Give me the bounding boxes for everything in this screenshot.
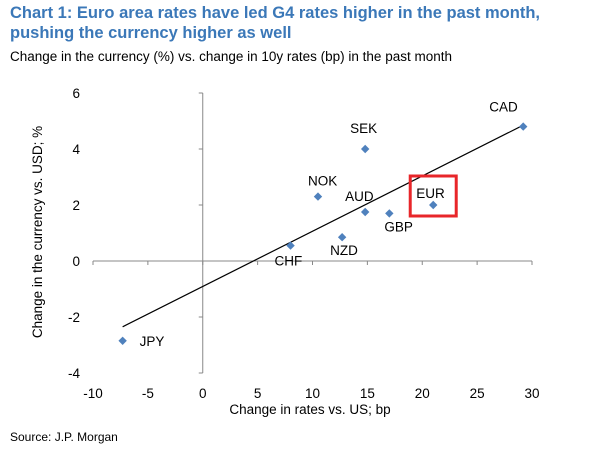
y-axis-label: Change in the currency vs. USD; % (30, 126, 45, 338)
source-note: Source: J.P. Morgan (10, 430, 118, 444)
point-label-gbp: GBP (384, 219, 413, 234)
point-label-chf: CHF (275, 254, 303, 269)
y-tick-label: 0 (72, 254, 80, 269)
x-axis-label: Change in rates vs. US; bp (229, 402, 390, 417)
trendline (122, 124, 524, 328)
chart-title: Chart 1: Euro area rates have led G4 rat… (10, 4, 540, 42)
y-tick-label: 6 (72, 86, 80, 101)
eur-highlight-box (408, 174, 458, 218)
x-tick-label: 0 (199, 386, 207, 401)
point-label-eur: EUR (416, 186, 445, 201)
point-marker-gbp (385, 209, 394, 218)
point-label-nzd: NZD (330, 243, 358, 258)
point-marker-aud (360, 207, 370, 217)
x-tick-label: 30 (524, 386, 539, 401)
point-marker-eur (429, 200, 438, 210)
y-tick-label: -4 (68, 366, 80, 381)
y-tick-label: -2 (68, 310, 80, 325)
x-tick-label: 5 (254, 386, 262, 401)
point-labels: CAD SEK NOK AUD EUR GBP NZD CHF JPY (140, 100, 518, 349)
point-marker-nok (313, 192, 323, 201)
trendline-group (122, 124, 524, 328)
y-tick-label: 2 (72, 198, 80, 213)
point-label-nok: NOK (308, 174, 337, 189)
point-marker-cad (519, 122, 528, 131)
point-marker-nzd (337, 233, 347, 242)
x-tick-label: 15 (360, 386, 375, 401)
data-points (118, 122, 528, 345)
x-tick-label: -10 (83, 386, 103, 401)
point-label-sek: SEK (350, 121, 377, 136)
axes: -4 -2 0 2 4 6 -10 -5 0 5 10 15 20 25 30 (68, 86, 540, 401)
y-tick-label: 4 (72, 142, 80, 157)
point-label-cad: CAD (489, 100, 518, 115)
point-marker-jpy (118, 336, 127, 345)
x-tick-label: 25 (470, 386, 485, 401)
x-tick-label: 20 (415, 386, 430, 401)
point-label-jpy: JPY (140, 334, 165, 349)
x-tick-label: 10 (305, 386, 320, 401)
point-marker-chf (286, 241, 295, 250)
x-tick-label: -5 (142, 386, 154, 401)
point-label-aud: AUD (345, 189, 374, 204)
point-marker-sek (360, 144, 370, 154)
chart-subtitle: Change in the currency (%) vs. change in… (10, 49, 452, 64)
